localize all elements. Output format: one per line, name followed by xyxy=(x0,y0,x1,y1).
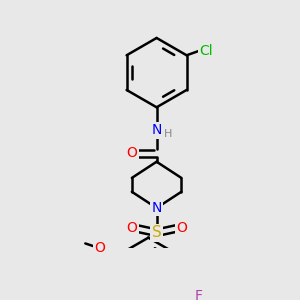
Text: O: O xyxy=(176,221,187,235)
Text: N: N xyxy=(152,123,162,137)
Text: Cl: Cl xyxy=(200,44,213,58)
Text: H: H xyxy=(164,129,172,139)
Text: O: O xyxy=(126,146,137,161)
Text: N: N xyxy=(152,201,162,215)
Text: S: S xyxy=(152,225,161,240)
Text: F: F xyxy=(194,289,202,300)
Text: O: O xyxy=(95,242,106,255)
Text: O: O xyxy=(126,221,137,235)
